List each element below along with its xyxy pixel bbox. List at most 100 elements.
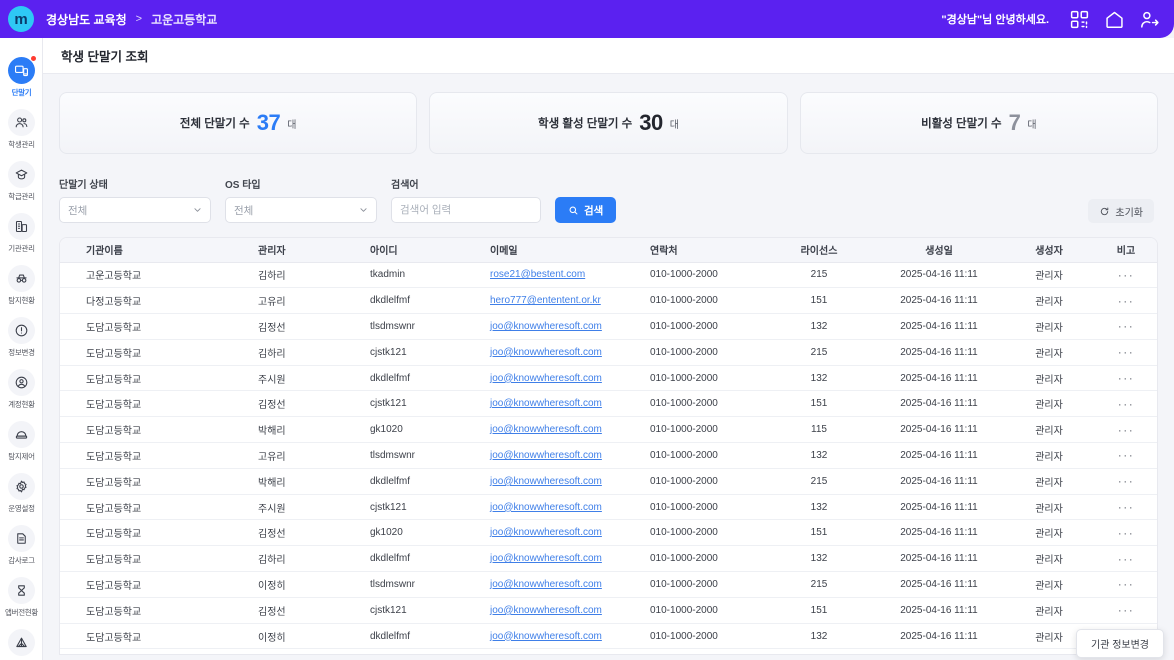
sidebar-item-device[interactable]: 단말기 [0, 52, 42, 104]
table-row[interactable]: 도담고등학교 김정선 tlsdmswnr joo@knowwheresoft.com 0… [60, 313, 1157, 340]
table-row[interactable]: 도담고등학교 박해리 dkdlelfmf joo@knowwheresoft.com 0… [60, 468, 1157, 495]
cell-etc[interactable]: ··· [1094, 571, 1157, 598]
email-link[interactable]: joo@knowwheresoft.com [490, 501, 602, 513]
email-link[interactable]: joo@knowwheresoft.com [490, 320, 602, 332]
qr-grid-icon[interactable] [1069, 9, 1090, 30]
email-link[interactable]: joo@knowwheresoft.com [490, 553, 602, 565]
table-row[interactable]: 도담고등학교 김하리 dkdlelfmf joo@knowwheresoft.com 0… [60, 545, 1157, 573]
email-link[interactable]: joo@knowwheresoft.com [490, 578, 602, 590]
row-more-icon[interactable]: ··· [1117, 345, 1135, 360]
column-header-etc[interactable]: 비고 [1094, 238, 1157, 263]
cell-etc[interactable]: ··· [1094, 313, 1157, 340]
cell-email[interactable]: joo@knowwheresoft.com [464, 339, 624, 366]
row-more-icon[interactable]: ··· [1117, 603, 1135, 618]
cell-etc[interactable]: ··· [1094, 494, 1157, 521]
table-row[interactable]: 고운고등학교 김하리 tkadmin rose21@bestent.com 010-10… [60, 262, 1157, 289]
table-row[interactable]: 도담고등학교 김정선 gk1020 joo@knowwheresoft.com 010-… [60, 519, 1157, 547]
cell-email[interactable]: joo@knowwheresoft.com [464, 494, 624, 521]
cell-etc[interactable]: ··· [1094, 416, 1157, 444]
column-header-creator[interactable]: 생성자 [1004, 238, 1094, 263]
table-row[interactable]: 도담고등학교 주시원 cjstk121 joo@knowwheresoft.com 01… [60, 494, 1157, 521]
email-link[interactable]: joo@knowwheresoft.com [490, 372, 602, 384]
logout-icon[interactable] [1139, 9, 1160, 30]
cell-email[interactable]: joo@knowwheresoft.com [464, 416, 624, 444]
table-row[interactable]: 도담고등학교김정선cjstk121joo@knowwheresoft.com01… [60, 649, 1157, 654]
device-status-select[interactable]: 전체 [59, 197, 211, 223]
table-row[interactable]: 도담고등학교 고유리 tlsdmswnr joo@knowwheresoft.com 0… [60, 442, 1157, 469]
cell-etc[interactable]: ··· [1094, 262, 1157, 289]
sidebar-item-detection-control[interactable]: 탐지제어 [0, 416, 42, 468]
email-link[interactable]: joo@knowwheresoft.com [490, 398, 602, 410]
breadcrumb-item-office[interactable]: 경상남도 교육청 [46, 12, 127, 27]
cell-email[interactable]: joo@knowwheresoft.com [464, 623, 624, 650]
cell-etc[interactable]: ··· [1094, 287, 1157, 315]
cell-email[interactable]: joo@knowwheresoft.com [464, 365, 624, 392]
cell-email[interactable]: joo@knowwheresoft.com [464, 597, 624, 624]
sidebar-item-pulsion[interactable]: 풀션 [0, 624, 42, 660]
cell-email[interactable]: rose21@bestent.com [464, 262, 624, 289]
email-link[interactable]: joo@knowwheresoft.com [490, 604, 602, 616]
table-row[interactable]: 도담고등학교 이정히 tlsdmswnr joo@knowwheresoft.com 0… [60, 571, 1157, 598]
table-row[interactable]: 도담고등학교 주시원 dkdlelfmf joo@knowwheresoft.com 0… [60, 365, 1157, 392]
sidebar-item-accounts[interactable]: 계정현황 [0, 364, 42, 416]
sidebar-item-app-version[interactable]: 앱버전현황 [0, 572, 42, 624]
table-row[interactable]: 다정고등학교 고유리 dkdlelfmf hero777@ententent.or.k… [60, 287, 1157, 315]
row-more-icon[interactable]: ··· [1117, 500, 1135, 515]
row-more-icon[interactable]: ··· [1117, 319, 1135, 334]
home-icon[interactable] [1104, 9, 1125, 30]
email-link[interactable]: joo@knowwheresoft.com [490, 630, 602, 642]
cell-etc[interactable]: ··· [1094, 545, 1157, 573]
cell-etc[interactable]: ··· [1094, 468, 1157, 495]
cell-etc[interactable]: ··· [1094, 597, 1157, 624]
cell-etc[interactable]: ··· [1094, 365, 1157, 392]
sidebar-item-detection-status[interactable]: 탐지현황 [0, 260, 42, 312]
column-header-mgr[interactable]: 관리자 [232, 238, 344, 263]
row-more-icon[interactable]: ··· [1117, 371, 1135, 386]
cell-email[interactable]: joo@knowwheresoft.com [464, 468, 624, 495]
column-header-created[interactable]: 생성일 [874, 238, 1004, 263]
row-more-icon[interactable]: ··· [1117, 448, 1135, 463]
row-more-icon[interactable]: ··· [1117, 474, 1135, 489]
email-link[interactable]: hero777@ententent.or.kr [490, 295, 601, 307]
email-link[interactable]: joo@knowwheresoft.com [490, 527, 602, 539]
row-more-icon[interactable]: ··· [1117, 525, 1135, 540]
sidebar-item-operation-settings[interactable]: 운영설정 [0, 468, 42, 520]
cell-email[interactable]: joo@knowwheresoft.com [464, 571, 624, 598]
cell-email[interactable]: joo@knowwheresoft.com [464, 442, 624, 469]
row-more-icon[interactable]: ··· [1117, 422, 1135, 437]
context-menu-org-info-change[interactable]: 기관 정보변경 [1076, 629, 1164, 658]
column-header-email[interactable]: 이메일 [464, 238, 624, 263]
sidebar-item-info-change[interactable]: 정보변경 [0, 312, 42, 364]
os-type-select[interactable]: 전체 [225, 197, 377, 223]
cell-email[interactable]: joo@knowwheresoft.com [464, 545, 624, 573]
sidebar-item-classes[interactable]: 학급관리 [0, 156, 42, 208]
sidebar-item-organizations[interactable]: 기관관리 [0, 208, 42, 260]
cell-email[interactable]: joo@knowwheresoft.com [464, 390, 624, 418]
email-link[interactable]: joo@knowwheresoft.com [490, 424, 602, 436]
email-link[interactable]: joo@knowwheresoft.com [490, 449, 602, 461]
email-link[interactable]: joo@knowwheresoft.com [490, 475, 602, 487]
row-more-icon[interactable]: ··· [1117, 293, 1135, 308]
column-header-tel[interactable]: 연락처 [624, 238, 764, 263]
cell-email[interactable]: joo@knowwheresoft.com [464, 649, 624, 654]
row-more-icon[interactable]: ··· [1117, 577, 1135, 592]
sidebar-item-students[interactable]: 학생관리 [0, 104, 42, 156]
sidebar-item-audit-log[interactable]: 감사로그 [0, 520, 42, 572]
cell-email[interactable]: joo@knowwheresoft.com [464, 519, 624, 547]
cell-etc[interactable]: ··· [1094, 339, 1157, 366]
table-row[interactable]: 도담고등학교 김하리 cjstk121 joo@knowwheresoft.com 01… [60, 339, 1157, 366]
reset-button[interactable]: 초기화 [1088, 199, 1154, 223]
search-input[interactable] [391, 197, 541, 223]
column-header-license[interactable]: 라이선스 [764, 238, 874, 263]
column-header-id[interactable]: 아이디 [344, 238, 464, 263]
cell-email[interactable]: hero777@ententent.or.kr [464, 287, 624, 315]
table-row[interactable]: 도담고등학교 박해리 gk1020 joo@knowwheresoft.com 010-… [60, 416, 1157, 444]
table-row[interactable]: 도담고등학교 이정히 dkdlelfmf joo@knowwheresoft.com 0… [60, 623, 1157, 650]
cell-etc[interactable]: ··· [1094, 390, 1157, 418]
row-more-icon[interactable]: ··· [1117, 551, 1135, 566]
cell-email[interactable]: joo@knowwheresoft.com [464, 313, 624, 340]
breadcrumb-item-school[interactable]: 고운고등학교 [151, 12, 218, 27]
row-more-icon[interactable]: ··· [1117, 396, 1135, 411]
